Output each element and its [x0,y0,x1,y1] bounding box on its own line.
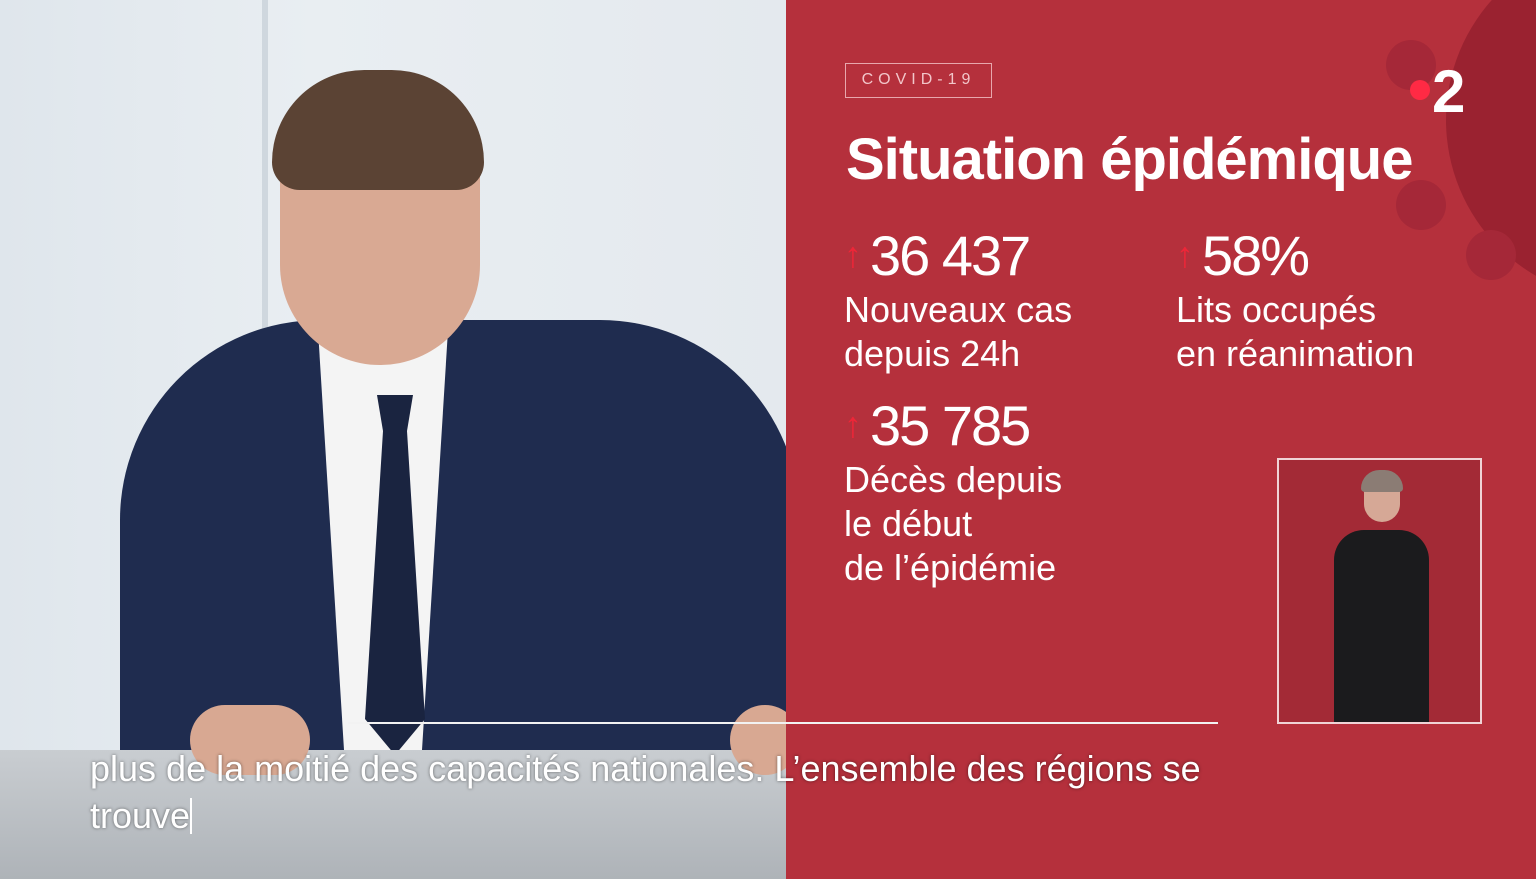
speaker-hand-right [730,705,786,775]
background-pillar [262,0,268,460]
subtitle-divider [348,722,1218,724]
virus-spike [1386,40,1436,90]
stat-label: le début [844,503,973,544]
virus-spike [1396,180,1446,230]
stat-value: 35 785 [870,394,1031,457]
virus-spike [1466,230,1516,280]
stat-label: Lits occupés [1176,289,1377,330]
speaker-hand-left [190,705,310,775]
sign-language-inset [1277,458,1482,724]
stat-label: depuis 24h [844,333,1021,374]
panel-title: Situation épidémique [846,127,1413,192]
speaker-suit [120,320,786,780]
arrow-up-icon: ↑ [1176,234,1194,275]
interpreter-body [1334,530,1429,722]
logo-dot-icon [1410,80,1430,100]
interpreter-hair [1361,470,1403,492]
subtitle-line: plus de la moitié des capacités national… [90,748,1201,789]
text-cursor [190,798,193,834]
covid-tag: COVID-19 [845,63,992,98]
subtitles: plus de la moitié des capacités national… [90,745,1201,839]
stat-icu-beds: ↑ 58% Lits occupés en réanimation [1176,228,1414,376]
stat-label: en réanimation [1176,333,1415,374]
france2-logo: 2 [1410,62,1465,122]
speaker-video [0,0,786,879]
desk [0,750,786,879]
stat-label: de l’épidémie [844,547,1057,588]
covid-info-panel: COVID-19 2 Situation épidémique ↑ 36 437 … [786,0,1536,879]
speaker-hair [272,70,484,190]
logo-text: 2 [1432,58,1466,125]
stat-new-cases: ↑ 36 437 Nouveaux cas depuis 24h [844,228,1072,376]
stat-label: Nouveaux cas [844,289,1073,330]
subtitle-line: trouve [90,795,191,836]
stat-value: 58% [1202,224,1310,287]
stat-label: Décès depuis [844,459,1063,500]
arrow-up-icon: ↑ [844,234,862,275]
arrow-up-icon: ↑ [844,404,862,445]
stat-deaths: ↑ 35 785 Décès depuis le début de l’épidémi… [844,398,1062,590]
stat-value: 36 437 [870,224,1031,287]
